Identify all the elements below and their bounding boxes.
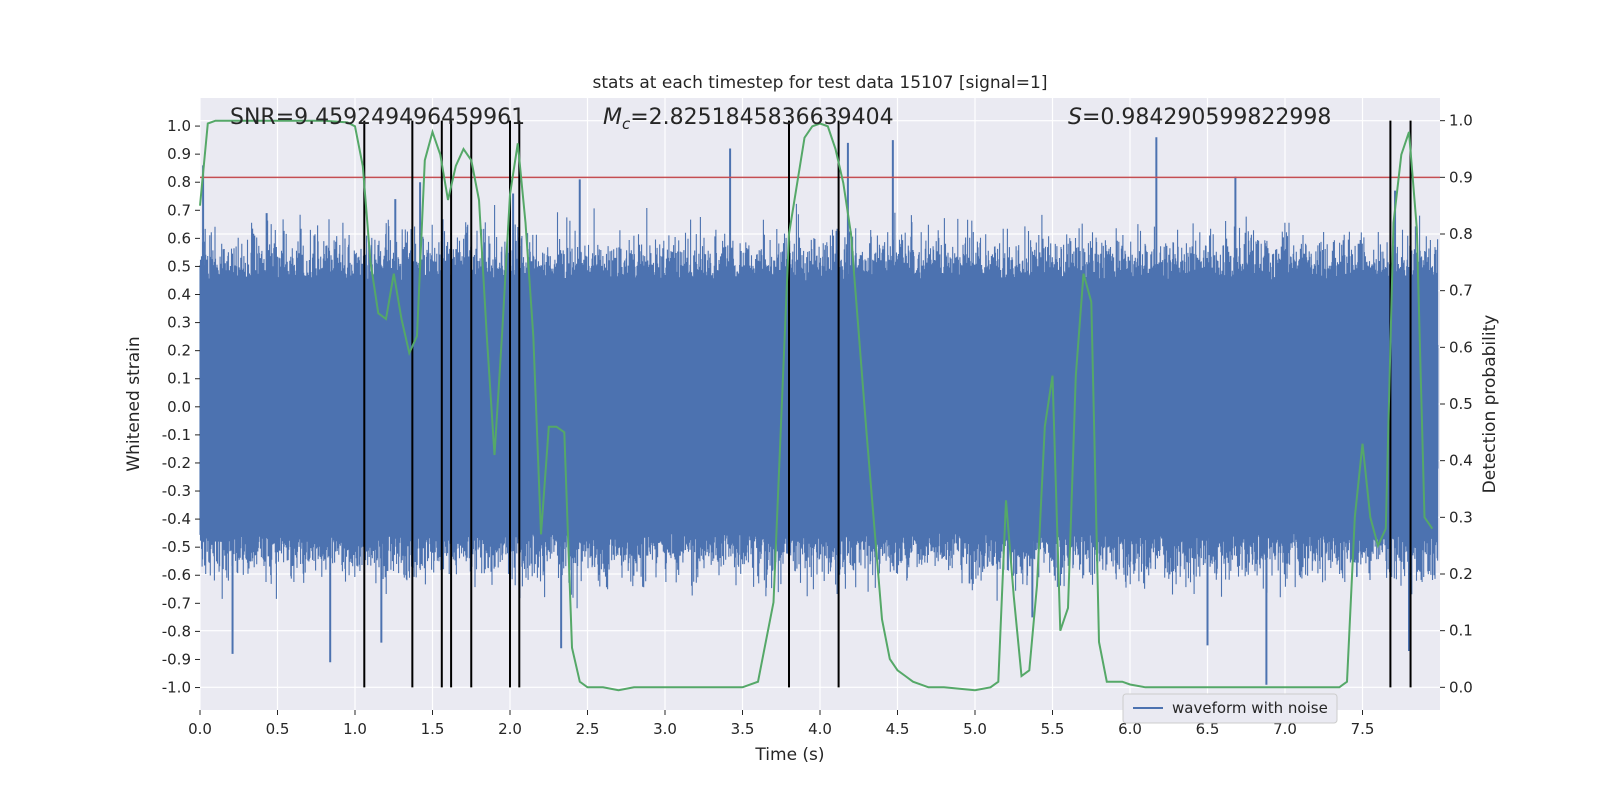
x-axis-label: Time (s) [754, 745, 824, 765]
detection-probability-line [199, 119, 1434, 692]
significance-annotation: S=0.984290599822998 [1068, 105, 1331, 130]
left-y-tick-label: -0.7 [162, 594, 191, 612]
left-y-tick-label: 0.9 [167, 145, 191, 163]
left-y-tick-label: 0.1 [167, 370, 191, 388]
x-tick-label: 1.5 [421, 720, 445, 738]
left-y-tick-label: 0.0 [167, 398, 191, 416]
left-y-tick-label: -0.5 [162, 538, 191, 556]
left-y-tick-label: 0.2 [167, 342, 191, 360]
right-y-tick-label: 1.0 [1449, 112, 1473, 130]
legend-box [1122, 693, 1338, 724]
waveform-series [199, 137, 1439, 685]
right-y-axis-label: Detection probability [1480, 315, 1500, 494]
left-y-tick-label: -0.6 [162, 566, 191, 584]
left-y-tick-label: -0.2 [162, 454, 191, 472]
left-y-tick-label: -0.8 [162, 622, 191, 640]
left-y-tick-label: 1.0 [167, 117, 191, 135]
x-tick-labels: 0.0 0.5 1.0 1.5 2.0 2.5 3.0 3.5 4.0 4.5 5.0 5.5 6.0 6… [188, 710, 1374, 738]
right-y-tick-label: 0.1 [1449, 622, 1473, 640]
chirp-mass-subscript: c [622, 115, 631, 133]
legend: waveform with noise [1122, 693, 1338, 724]
left-y-tick-label: -0.1 [162, 426, 191, 444]
left-y-tick-label: -0.9 [162, 650, 191, 668]
left-y-tick-label: 0.8 [167, 173, 191, 191]
right-y-tick-label: 0.7 [1449, 282, 1473, 300]
left-y-tick-label: 0.7 [167, 201, 191, 219]
snr-annotation: SNR=9.459249496459961 [230, 105, 525, 130]
chirp-mass-symbol: M [603, 105, 622, 130]
right-y-tick-label: 0.9 [1449, 168, 1473, 186]
left-y-tick-label: 0.4 [167, 286, 191, 304]
x-tick-label: 2.5 [576, 720, 600, 738]
x-tick-label: 4.5 [886, 720, 910, 738]
right-y-tick-label: 0.5 [1449, 395, 1473, 413]
x-tick-label: 5.0 [963, 720, 987, 738]
x-tick-label: 2.0 [498, 720, 522, 738]
x-tick-label: 7.5 [1351, 720, 1375, 738]
x-tick-label: 5.5 [1041, 720, 1065, 738]
chart-title: stats at each timestep for test data 151… [593, 73, 1048, 93]
x-tick-label: 3.5 [731, 720, 755, 738]
x-tick-label: 1.0 [343, 720, 367, 738]
x-tick-label: 3.0 [653, 720, 677, 738]
right-y-tick-labels: 1.0 0.9 0.8 0.7 0.6 0.5 0.4 0.3 0.2 0.1 0.0 [1440, 112, 1473, 696]
x-tick-label: 7.0 [1273, 720, 1297, 738]
right-y-tick-label: 0.6 [1449, 338, 1473, 356]
chirp-mass-value: =2.8251845836639404 [630, 105, 893, 130]
x-tick-label: 6.5 [1196, 720, 1220, 738]
significance-value: =0.984290599822998 [1082, 105, 1331, 130]
left-y-tick-label: 0.6 [167, 229, 191, 247]
right-y-tick-label: 0.2 [1449, 565, 1473, 583]
significance-symbol: S [1068, 105, 1082, 130]
left-y-tick-label: -0.3 [162, 482, 191, 500]
right-y-tick-label: 0.4 [1449, 452, 1473, 470]
vertical-lines [363, 120, 1412, 688]
left-y-tick-label: -0.4 [162, 510, 191, 528]
legend-label-waveform: waveform with noise [1172, 699, 1328, 717]
right-y-tick-label: 0.8 [1449, 225, 1473, 243]
left-y-tick-label: 0.3 [167, 314, 191, 332]
x-tick-label: 0.0 [188, 720, 212, 738]
x-tick-label: 6.0 [1118, 720, 1142, 738]
left-y-tick-labels: 1.0 0.9 0.8 0.7 0.6 0.5 0.4 0.3 0.2 0.1 0.0 -0.1 -0.… [162, 117, 200, 697]
left-y-tick-label: 0.5 [167, 257, 191, 275]
waveform-core [200, 345, 1439, 469]
chirp-mass-annotation: Mc=2.8251845836639404 [603, 105, 894, 133]
left-y-tick-label: -1.0 [162, 679, 191, 697]
right-y-tick-label: 0.0 [1449, 678, 1473, 696]
x-tick-label: 0.5 [266, 720, 290, 738]
left-y-axis-label: Whitened strain [124, 336, 144, 471]
x-tick-label: 4.0 [808, 720, 832, 738]
right-y-tick-label: 0.3 [1449, 508, 1473, 526]
